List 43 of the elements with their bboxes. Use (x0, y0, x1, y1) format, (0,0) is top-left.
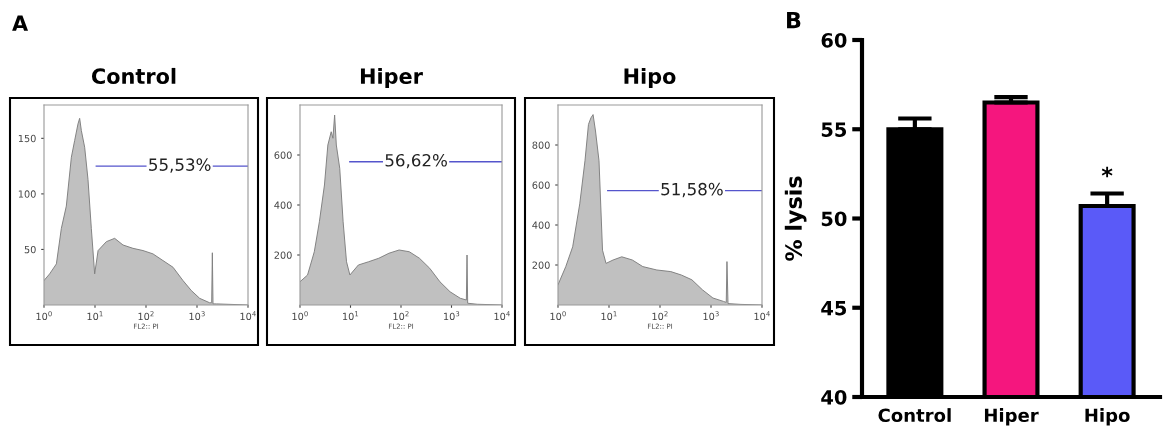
x-tick-label: 10$^{3}$ (703, 311, 719, 321)
text: A (12, 15, 29, 31)
x-tick-label: 10$^{0}$ (292, 311, 308, 321)
y-tick-label: 200 (532, 261, 550, 269)
x-tick-label: Control (878, 408, 951, 423)
x-tick-label: 10$^{4}$ (240, 311, 256, 321)
x-tick-label: 10$^{3}$ (189, 311, 205, 321)
annotation: 51,58% (661, 182, 723, 198)
x-tick-label: 10$^{4}$ (494, 311, 510, 321)
y-tick-label: 200 (274, 251, 292, 259)
y-tick-label: 400 (274, 201, 292, 209)
x-tick-label: 10$^{1}$ (601, 311, 617, 321)
y-tick-label: 45 (821, 300, 847, 316)
y-tick-label: 40 (821, 389, 847, 405)
y-tick-label: 55 (821, 122, 847, 137)
x-tick-label: 10$^{1}$ (343, 311, 359, 321)
x-tick-label: 10$^{2}$ (138, 311, 154, 321)
y-tick-label: 60 (821, 32, 847, 48)
x-tick-label: 10$^{4}$ (754, 311, 770, 321)
x-tick-label: 10$^{2}$ (393, 311, 409, 321)
x-tick-label: 10$^{3}$ (444, 311, 460, 321)
annotation: 55,53% (149, 158, 211, 173)
y-tick-label: 800 (532, 141, 550, 149)
chart-title: Control (91, 67, 176, 85)
x-tick-label: 10$^{0}$ (550, 311, 566, 321)
y-tick-label: 50 (821, 211, 847, 227)
chart-title: Hipo (624, 67, 676, 89)
text: B (787, 11, 801, 29)
x-tick-label: 10$^{2}$ (652, 311, 668, 321)
y-tick-label: 50 (24, 245, 36, 254)
y-tick-label: 100 (18, 190, 36, 198)
annotation: * (1101, 166, 1113, 178)
chart-title: Hiper (360, 67, 423, 89)
x-tick-label: 10$^{1}$ (87, 311, 103, 321)
y-tick-label: 150 (18, 134, 36, 143)
y-tick-label: 400 (532, 221, 550, 229)
x-tick-label: 10$^{0}$ (36, 311, 52, 321)
x-tick-label: Hipo (1085, 408, 1130, 426)
y-tick-label: 600 (274, 151, 292, 159)
x-tick-label: Hiper (984, 408, 1039, 426)
y-axis-title: % lysis (784, 176, 807, 261)
annotation: 56,62% (385, 153, 447, 169)
y-tick-label: 600 (532, 181, 550, 189)
